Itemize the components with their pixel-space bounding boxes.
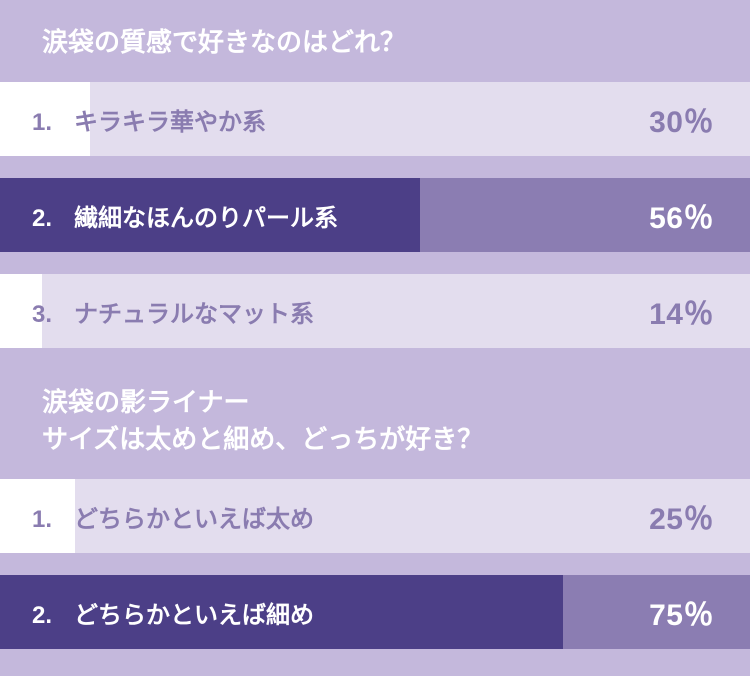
bar-label: キラキラ華やか系 <box>74 102 266 137</box>
bar-percent: 14％ <box>649 289 714 333</box>
bar-rank: 1. <box>32 506 60 534</box>
bar-percent: 75％ <box>649 590 714 634</box>
bar-label: ナチュラルなマット系 <box>74 294 314 329</box>
bar-row: 1. どちらかといえば太め 25％ <box>0 479 750 553</box>
section-title: 涙袋の質感で好きなのはどれ？ <box>0 10 750 82</box>
bar-left: 2. 繊細なほんのりパール系 <box>32 198 338 233</box>
bar-rank: 1. <box>32 109 60 137</box>
bar-rank: 2. <box>32 602 60 630</box>
bar-row: 2. どちらかといえば細め 75％ <box>0 575 750 649</box>
bar-label: どちらかといえば太め <box>74 499 314 534</box>
bar-label: 繊細なほんのりパール系 <box>74 198 338 233</box>
bar-rank: 2. <box>32 205 60 233</box>
bar-left: 2. どちらかといえば細め <box>32 595 314 630</box>
survey-page: 涙袋の質感で好きなのはどれ？ 1. キラキラ華やか系 30％ 2. 繊細なほんのりパール系… <box>0 0 750 676</box>
bar-percent: 30％ <box>649 97 714 141</box>
bar-percent: 25％ <box>649 494 714 538</box>
bar-row: 1. キラキラ華やか系 30％ <box>0 82 750 156</box>
section-title: 涙袋の影ライナー サイズは太めと細め、どっちが好き？ <box>0 370 750 479</box>
bar-left: 3. ナチュラルなマット系 <box>32 294 314 329</box>
bar-group: 1. キラキラ華やか系 30％ 2. 繊細なほんのりパール系 56％ 3. ナチュラルなマット… <box>0 82 750 348</box>
bar-label: どちらかといえば細め <box>74 595 314 630</box>
bar-group: 1. どちらかといえば太め 25％ 2. どちらかといえば細め 75％ <box>0 479 750 649</box>
bar-left: 1. どちらかといえば太め <box>32 499 314 534</box>
bar-content: 2. どちらかといえば細め 75％ <box>0 575 750 649</box>
bar-content: 3. ナチュラルなマット系 14％ <box>0 274 750 348</box>
bar-content: 1. キラキラ華やか系 30％ <box>0 82 750 156</box>
bar-content: 2. 繊細なほんのりパール系 56％ <box>0 178 750 252</box>
bar-row: 2. 繊細なほんのりパール系 56％ <box>0 178 750 252</box>
bar-rank: 3. <box>32 301 60 329</box>
bar-row: 3. ナチュラルなマット系 14％ <box>0 274 750 348</box>
bar-left: 1. キラキラ華やか系 <box>32 102 266 137</box>
bar-content: 1. どちらかといえば太め 25％ <box>0 479 750 553</box>
bar-percent: 56％ <box>649 193 714 237</box>
